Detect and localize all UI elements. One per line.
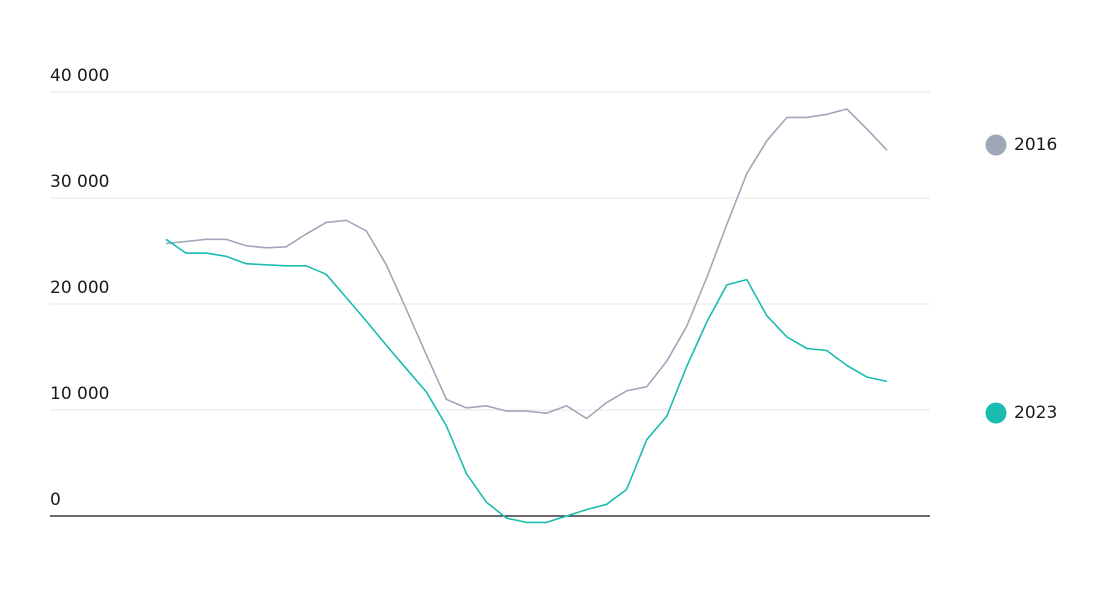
series-line	[165, 238, 888, 524]
legend-label: 2016	[1014, 135, 1057, 155]
legend-swatch	[985, 134, 1007, 156]
y-tick-label: 10 000	[50, 384, 109, 404]
y-tick-label: 0	[50, 490, 61, 510]
y-tick-label: 40 000	[50, 66, 109, 86]
y-tick-label: 30 000	[50, 172, 109, 192]
series-line	[165, 108, 888, 420]
legend-swatch	[985, 402, 1007, 424]
legend-label: 2023	[1014, 403, 1057, 423]
y-tick-label: 20 000	[50, 278, 109, 298]
